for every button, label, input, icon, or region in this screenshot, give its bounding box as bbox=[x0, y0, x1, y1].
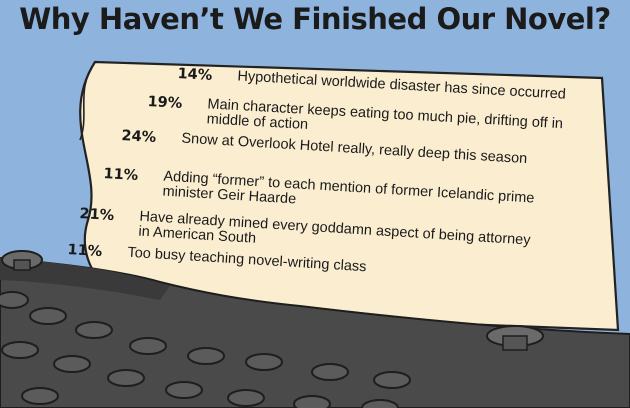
typewriter-platen bbox=[0, 258, 170, 300]
chart-title: Why Haven’t We Finished Our Novel? bbox=[19, 2, 611, 36]
paper-curl bbox=[79, 61, 96, 141]
typewriter-keys bbox=[0, 291, 411, 408]
